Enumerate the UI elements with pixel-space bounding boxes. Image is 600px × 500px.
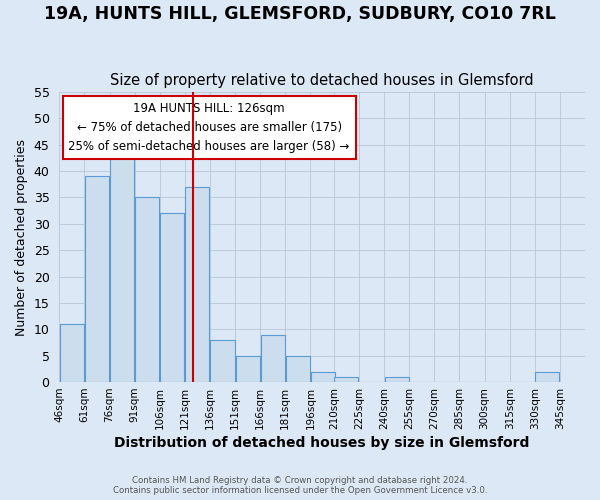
Bar [135, 198, 159, 382]
Text: 19A, HUNTS HILL, GLEMSFORD, SUDBURY, CO10 7RL: 19A, HUNTS HILL, GLEMSFORD, SUDBURY, CO1… [44, 5, 556, 23]
Bar [334, 377, 358, 382]
Bar [85, 176, 109, 382]
Bar [211, 340, 235, 382]
Y-axis label: Number of detached properties: Number of detached properties [15, 138, 28, 336]
Text: Contains HM Land Registry data © Crown copyright and database right 2024.
Contai: Contains HM Land Registry data © Crown c… [113, 476, 487, 495]
Text: 19A HUNTS HILL: 126sqm
← 75% of detached houses are smaller (175)
25% of semi-de: 19A HUNTS HILL: 126sqm ← 75% of detached… [68, 102, 350, 153]
X-axis label: Distribution of detached houses by size in Glemsford: Distribution of detached houses by size … [115, 436, 530, 450]
Bar [385, 377, 409, 382]
Bar [185, 187, 209, 382]
Title: Size of property relative to detached houses in Glemsford: Size of property relative to detached ho… [110, 73, 534, 88]
Bar [260, 334, 285, 382]
Bar [236, 356, 260, 382]
Bar [110, 140, 134, 382]
Bar [60, 324, 84, 382]
Bar [311, 372, 335, 382]
Bar [286, 356, 310, 382]
Bar [535, 372, 559, 382]
Bar [160, 214, 184, 382]
